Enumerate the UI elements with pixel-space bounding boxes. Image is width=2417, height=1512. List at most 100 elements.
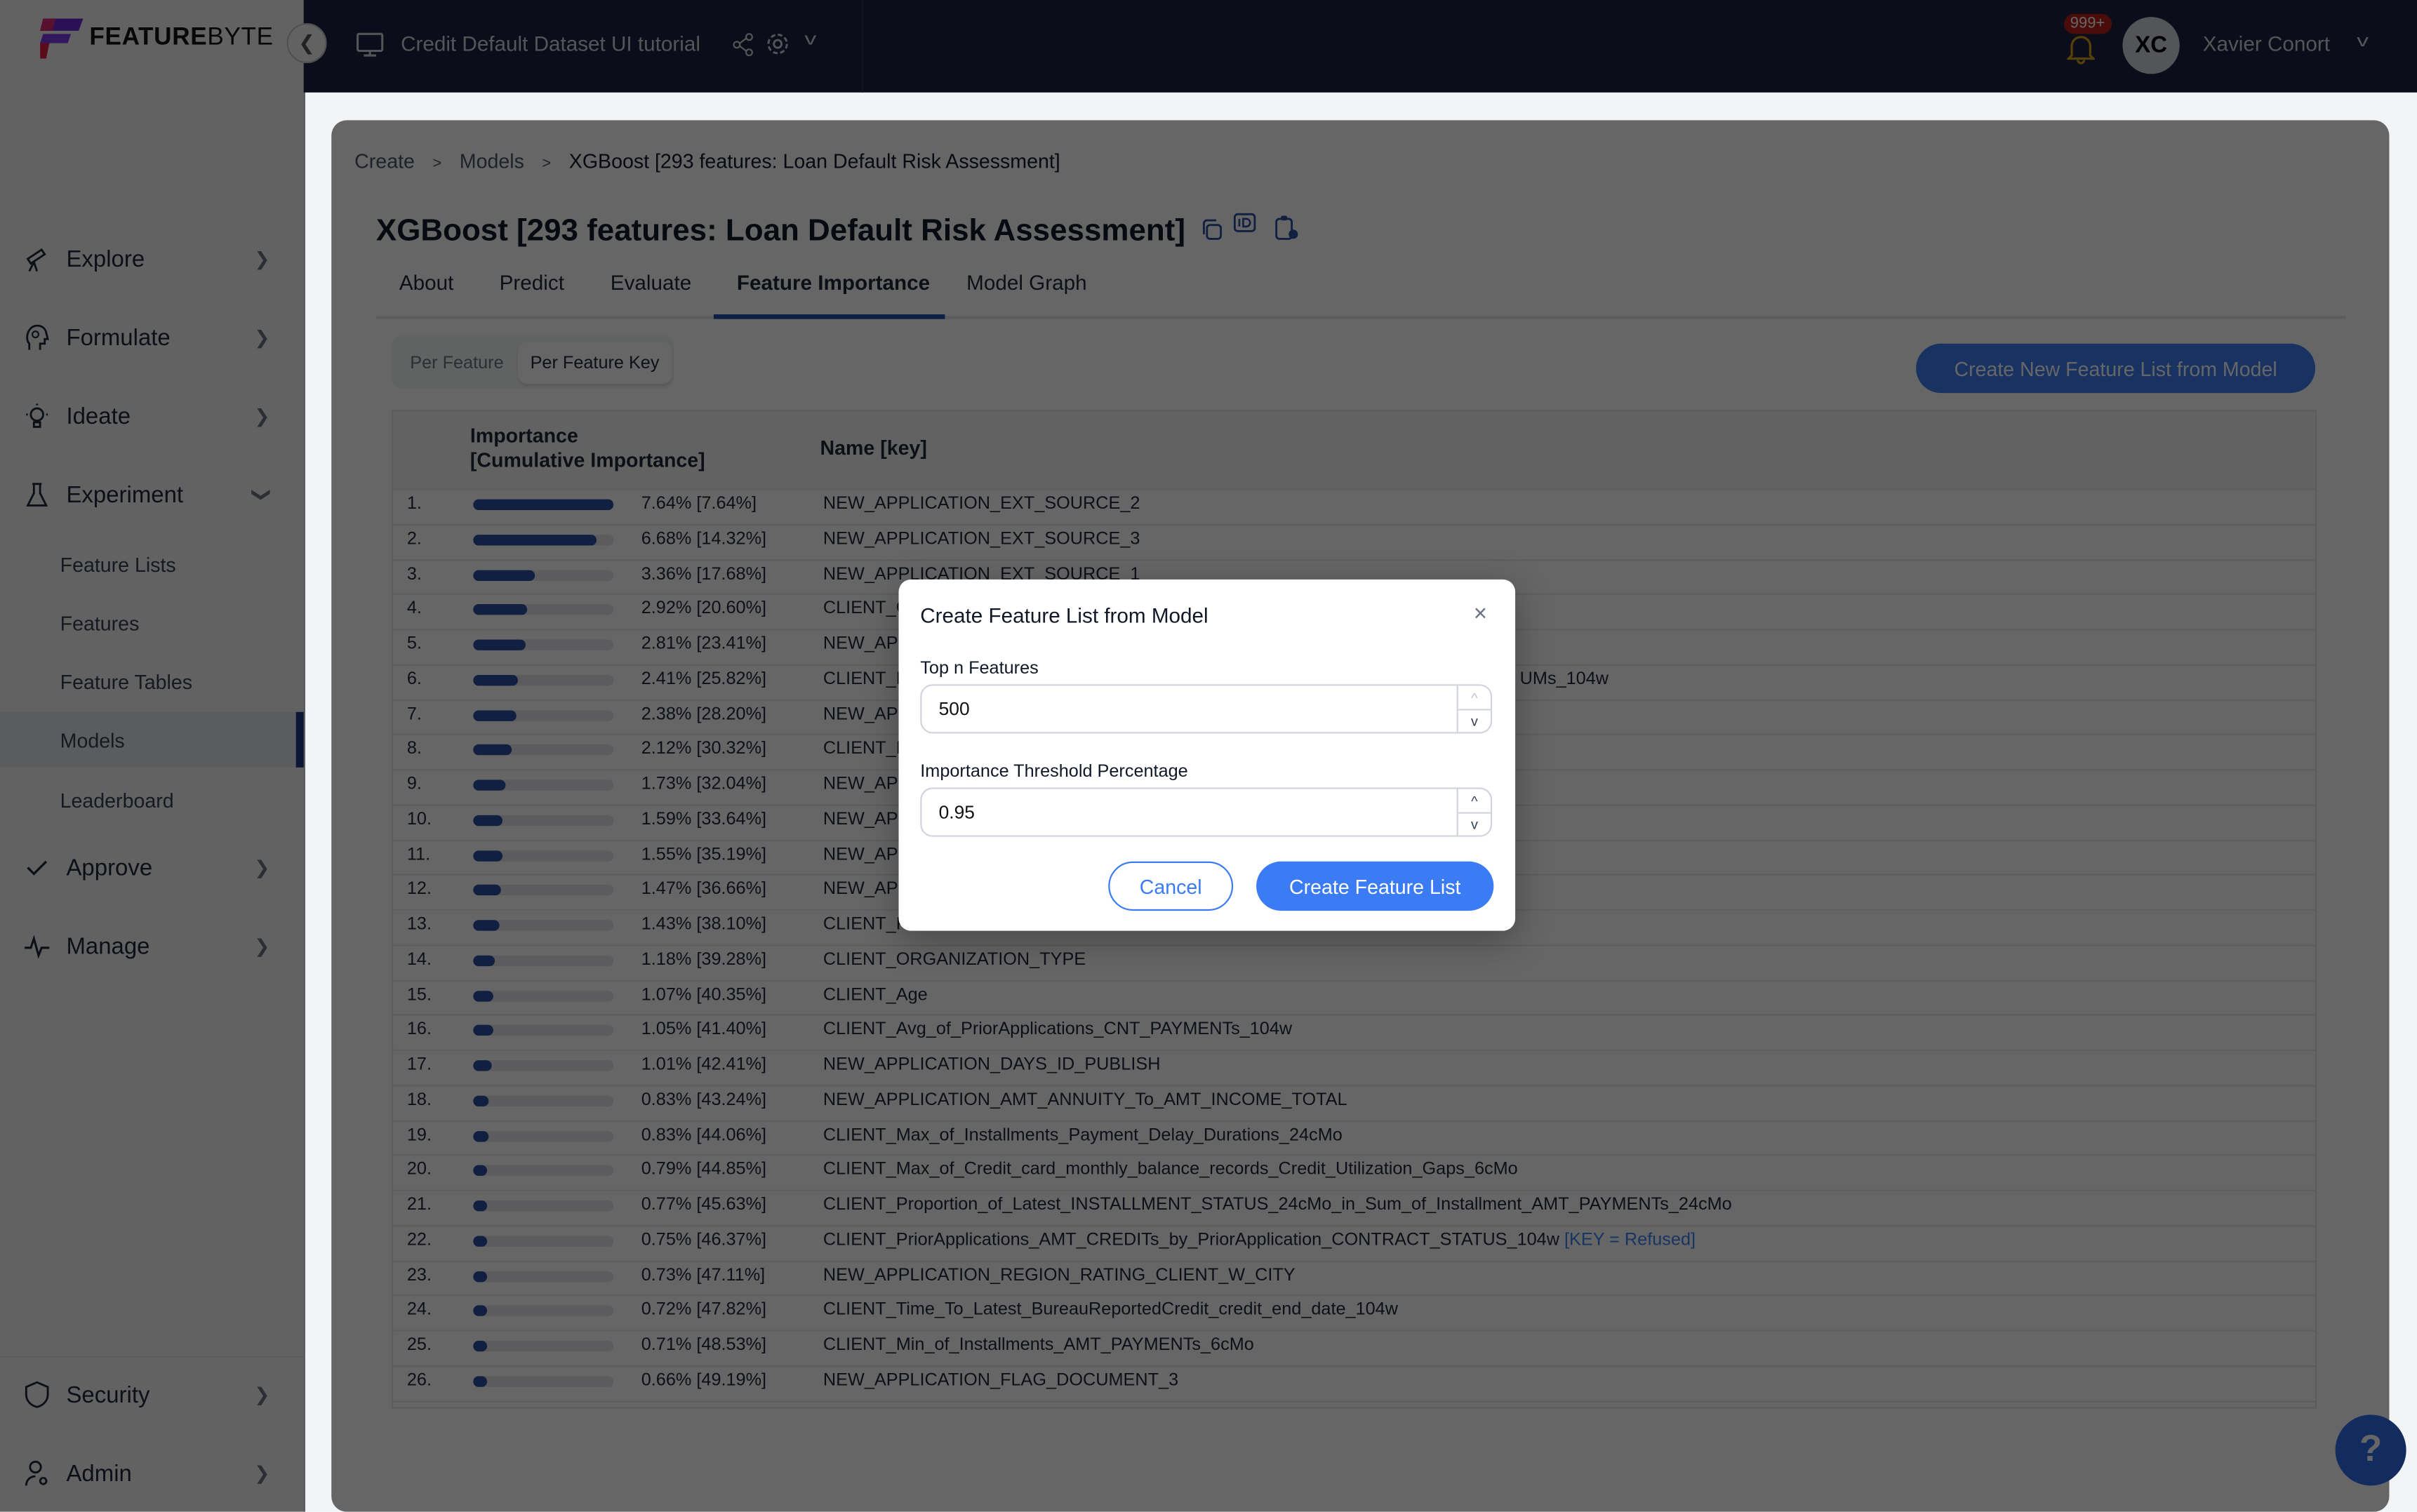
table-row[interactable]: 1. 7.64% [7.64%] NEW_APPLICATION_EXT_SOURC… xyxy=(393,488,2316,526)
table-row[interactable]: 2. 6.68% [14.32%] NEW_APPLICATION_EXT_SOUR… xyxy=(393,523,2316,561)
option-label: Per Feature xyxy=(410,354,504,373)
importance-bar xyxy=(473,955,614,966)
cumulative-importance-value: [39.28%] xyxy=(696,950,767,970)
feature-name: CLIENT_F xyxy=(823,915,907,935)
sidebar-item-formulate[interactable]: Formulate ❯ xyxy=(0,312,304,364)
importance-threshold-input[interactable]: 0.95 ^ v xyxy=(920,787,1493,837)
table-row[interactable]: 13. 1.43% [38.10%] CLIENT_F xyxy=(393,909,2316,946)
sidebar-subitem-models[interactable]: Models xyxy=(0,711,304,768)
sidebar-item-approve[interactable]: Approve ❯ xyxy=(0,841,304,894)
row-importance: 2.92% [20.60%] xyxy=(641,600,766,618)
sidebar-subitem-features[interactable]: Features xyxy=(0,595,304,650)
tab-label: Evaluate xyxy=(610,271,692,295)
importance-value: 1.43% xyxy=(641,915,692,935)
monitor-icon xyxy=(357,32,384,57)
importance-value: 1.47% xyxy=(641,880,692,899)
share-icon[interactable] xyxy=(731,32,755,57)
table-row[interactable]: 20. 0.79% [44.85%] CLIENT_Max_of_Credit_ca… xyxy=(393,1155,2316,1192)
cumulative-importance-value: [7.64%] xyxy=(696,495,757,514)
tab-feature-importance[interactable]: Feature Importance xyxy=(737,272,930,295)
chevron-down-icon[interactable]: v xyxy=(804,30,817,50)
clipboard-clock-icon[interactable] xyxy=(1274,214,1299,240)
breadcrumb-create[interactable]: Create xyxy=(354,149,415,173)
feature-name: CLIENT_E xyxy=(823,740,908,759)
copy-icon[interactable] xyxy=(1200,219,1222,241)
user-gear-icon xyxy=(25,1460,48,1486)
sidebar-subitem-feature-lists[interactable]: Feature Lists xyxy=(0,536,304,591)
importance-value: 2.38% xyxy=(641,704,692,724)
feature-name: NEW_APP xyxy=(823,845,910,864)
table-row[interactable]: 19. 0.83% [44.06%] CLIENT_Max_of_Installme… xyxy=(393,1120,2316,1157)
sidebar-item-admin[interactable]: Admin ❯ xyxy=(0,1447,304,1499)
importance-bar-fill xyxy=(473,604,527,615)
help-button[interactable]: ? xyxy=(2335,1414,2406,1486)
create-feature-list-button[interactable]: Create Feature List xyxy=(1256,861,1494,911)
table-row[interactable]: 21. 0.77% [45.63%] CLIENT_Proportion_of_La… xyxy=(393,1190,2316,1227)
per-feature-option[interactable]: Per Feature xyxy=(398,342,517,384)
table-row[interactable]: 15. 1.07% [40.35%] CLIENT_Age xyxy=(393,979,2316,1017)
feature-name: CLIENT_Time_To_Latest_BureauReportedCred… xyxy=(823,1301,1398,1320)
row-importance: 1.47% [36.66%] xyxy=(641,881,766,899)
table-row[interactable]: 17. 1.01% [42.41%] NEW_APPLICATION_DAYS_ID… xyxy=(393,1050,2316,1087)
close-icon[interactable]: × xyxy=(1473,601,1488,627)
row-importance: 2.12% [30.32%] xyxy=(641,740,766,758)
importance-bar-fill xyxy=(473,499,614,511)
top-n-features-input[interactable]: 500 ^ v xyxy=(920,684,1493,734)
row-name: NEW_APPLICATION_REGION_RATING_CLIENT_W_C… xyxy=(823,1266,1296,1285)
tab-evaluate[interactable]: Evaluate xyxy=(611,272,691,295)
collapse-sidebar-button[interactable]: ❮ xyxy=(286,22,327,64)
id-icon[interactable] xyxy=(1233,213,1256,234)
tab-about[interactable]: About xyxy=(399,272,453,295)
sidebar-item-explore[interactable]: Explore ❯ xyxy=(0,233,304,286)
table-row[interactable]: 16. 1.05% [41.40%] CLIENT_Avg_of_PriorAppl… xyxy=(393,1015,2316,1052)
sidebar-item-security[interactable]: Security ❯ xyxy=(0,1368,304,1421)
create-new-feature-list-button[interactable]: Create New Feature List from Model xyxy=(1916,343,2316,394)
sidebar-item-ideate[interactable]: Ideate ❯ xyxy=(0,390,304,443)
catalog-title[interactable]: Credit Default Dataset UI tutorial xyxy=(401,32,700,56)
row-importance: 1.07% [40.35%] xyxy=(641,986,766,1004)
tab-predict[interactable]: Predict xyxy=(500,272,564,295)
importance-bar xyxy=(473,1025,614,1036)
feature-name: NEW_APP xyxy=(823,810,910,829)
row-importance: 6.68% [14.32%] xyxy=(641,530,766,548)
decrement-icon[interactable]: v xyxy=(1456,709,1491,732)
importance-bar xyxy=(473,534,614,545)
per-feature-key-option[interactable]: Per Feature Key xyxy=(518,342,672,384)
row-name: CLIENT_Age xyxy=(823,986,928,1004)
row-rank: 1. xyxy=(406,495,422,514)
tab-model-graph[interactable]: Model Graph xyxy=(966,272,1086,295)
cumulative-importance-value: [40.35%] xyxy=(696,985,767,1005)
featurebyte-logo[interactable]: FEATUREBYTE xyxy=(40,18,274,59)
sidebar-subitem-leaderboard[interactable]: Leaderboard xyxy=(0,772,304,827)
avatar[interactable]: XC xyxy=(2122,17,2180,74)
logo-text: FEATUREBYTE xyxy=(89,25,273,53)
cancel-button[interactable]: Cancel xyxy=(1108,861,1234,911)
importance-bar xyxy=(473,780,614,791)
sidebar-subitem-feature-tables[interactable]: Feature Tables xyxy=(0,653,304,709)
increment-icon[interactable]: ^ xyxy=(1456,685,1491,711)
breadcrumb-models[interactable]: Models xyxy=(459,149,524,173)
table-row[interactable]: 25. 0.71% [48.53%] CLIENT_Min_of_Installme… xyxy=(393,1330,2316,1367)
importance-bar-fill xyxy=(473,990,493,1001)
table-row[interactable]: 18. 0.83% [43.24%] NEW_APPLICATION_AMT_ANN… xyxy=(393,1085,2316,1122)
gear-icon[interactable] xyxy=(764,31,790,57)
table-row[interactable]: 26. 0.66% [49.19%] NEW_APPLICATION_FLAG_DO… xyxy=(393,1365,2316,1403)
row-rank: 9. xyxy=(406,775,422,794)
table-row[interactable]: 22. 0.75% [46.37%] CLIENT_PriorApplication… xyxy=(393,1225,2316,1262)
cumulative-importance-value: [41.40%] xyxy=(696,1020,767,1040)
table-row[interactable]: 14. 1.18% [39.28%] CLIENT_ORGANIZATION_TYP… xyxy=(393,944,2316,982)
importance-bar-fill xyxy=(473,1025,493,1036)
sidebar-item-experiment[interactable]: Experiment ❯ xyxy=(0,469,304,521)
row-rank: 11. xyxy=(406,845,431,864)
button-label: Create New Feature List from Model xyxy=(1954,356,2277,380)
decrement-icon[interactable]: v xyxy=(1456,812,1491,836)
importance-bar xyxy=(473,1095,614,1106)
table-row[interactable]: 24. 0.72% [47.82%] CLIENT_Time_To_Latest_B… xyxy=(393,1295,2316,1332)
user-name[interactable]: Xavier Conort xyxy=(2202,32,2331,56)
importance-bar-fill xyxy=(473,885,500,896)
sidebar-item-manage[interactable]: Manage ❯ xyxy=(0,920,304,972)
bell-icon[interactable] xyxy=(2067,34,2095,65)
increment-icon[interactable]: ^ xyxy=(1456,789,1491,814)
chevron-down-icon[interactable]: v xyxy=(2357,32,2369,51)
table-row[interactable]: 23. 0.73% [47.11%] NEW_APPLICATION_REGION_… xyxy=(393,1260,2316,1297)
